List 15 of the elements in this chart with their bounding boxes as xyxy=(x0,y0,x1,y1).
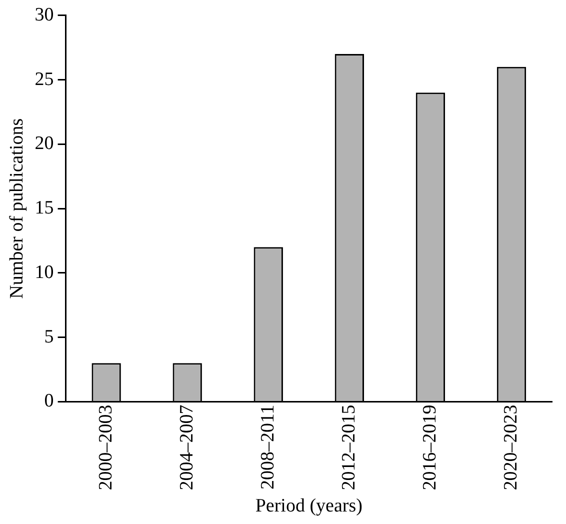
x-tick-label: 2020–2023 xyxy=(500,404,522,490)
x-tick-label: 2008–2011 xyxy=(257,404,278,490)
y-tick-label: 10 xyxy=(34,262,54,283)
y-tick-label: 15 xyxy=(34,198,54,219)
x-tick-label: 2012–2015 xyxy=(338,404,360,490)
y-axis-title: Number of publications xyxy=(6,118,28,299)
x-axis-title: Period (years) xyxy=(255,496,362,517)
y-tick-label: 20 xyxy=(34,133,54,154)
y-tick-label: 25 xyxy=(34,68,54,90)
x-tick-label: 2016–2019 xyxy=(419,404,440,490)
x-tick-label: 2004–2007 xyxy=(176,404,198,490)
y-tick-label: 0 xyxy=(44,390,54,412)
y-tick-label: 5 xyxy=(44,326,54,348)
x-tick-label: 2000–2003 xyxy=(95,404,116,490)
y-tick-label: 30 xyxy=(34,4,54,26)
